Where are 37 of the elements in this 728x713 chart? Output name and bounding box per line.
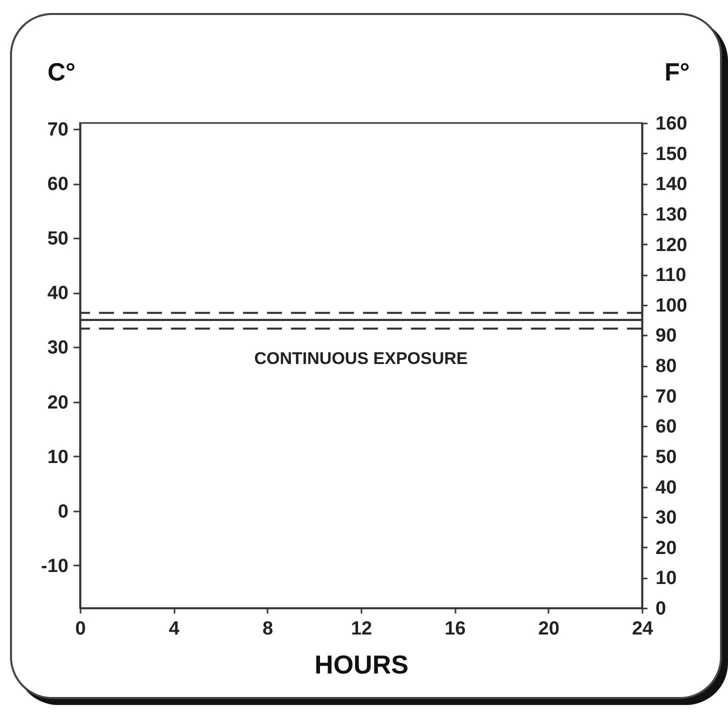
- y-tick-label: 30: [47, 338, 68, 359]
- x-tick-label: 20: [538, 618, 560, 640]
- y-tick-label: 60: [47, 174, 68, 196]
- x-tick-label: 4: [168, 618, 180, 640]
- y-tick-label: 20: [47, 392, 68, 414]
- y-tick-label: 50: [47, 228, 68, 250]
- y2-tick-label: 100: [656, 295, 688, 316]
- x-axis-title: HOURS: [314, 650, 408, 680]
- y2-tick-label: 120: [656, 234, 688, 256]
- y2-tick-label: 70: [656, 386, 677, 408]
- y2-tick-label: 30: [656, 508, 677, 529]
- y2-tick-label: 150: [656, 144, 688, 165]
- y2-axis-title: F°: [664, 58, 690, 86]
- y2-tick-label: 40: [656, 477, 677, 498]
- y2-tick-label: 60: [656, 416, 677, 438]
- x-tick-label: 0: [75, 618, 86, 640]
- y2-tick-label: 80: [656, 356, 677, 377]
- y2-tick-label: 130: [656, 204, 688, 226]
- y-tick-label: -10: [41, 556, 68, 577]
- y-tick-label: 70: [47, 120, 68, 140]
- y2-tick-label: 90: [656, 326, 677, 347]
- y2-tick-label: 0: [656, 598, 666, 620]
- y-tick-label: 10: [47, 446, 68, 468]
- y2-tick-label: 140: [656, 174, 688, 196]
- y2-tick-label: 50: [656, 446, 677, 468]
- annotation: CONTINUOUS EXPOSURE: [254, 349, 468, 368]
- x-tick-label: 12: [350, 618, 372, 640]
- y2-tick-label: 10: [656, 568, 677, 590]
- y-tick-label: 40: [47, 283, 68, 304]
- y2-tick-label: 20: [656, 538, 677, 559]
- y2-tick-label: 110: [656, 265, 686, 286]
- x-tick-label: 16: [444, 618, 466, 640]
- x-tick-label: 8: [262, 618, 274, 640]
- y-axis-title: C°: [48, 58, 76, 86]
- y-tick-label: 0: [58, 501, 68, 522]
- y2-tick-label: 160: [656, 114, 688, 134]
- x-tick-label: 24: [632, 618, 654, 640]
